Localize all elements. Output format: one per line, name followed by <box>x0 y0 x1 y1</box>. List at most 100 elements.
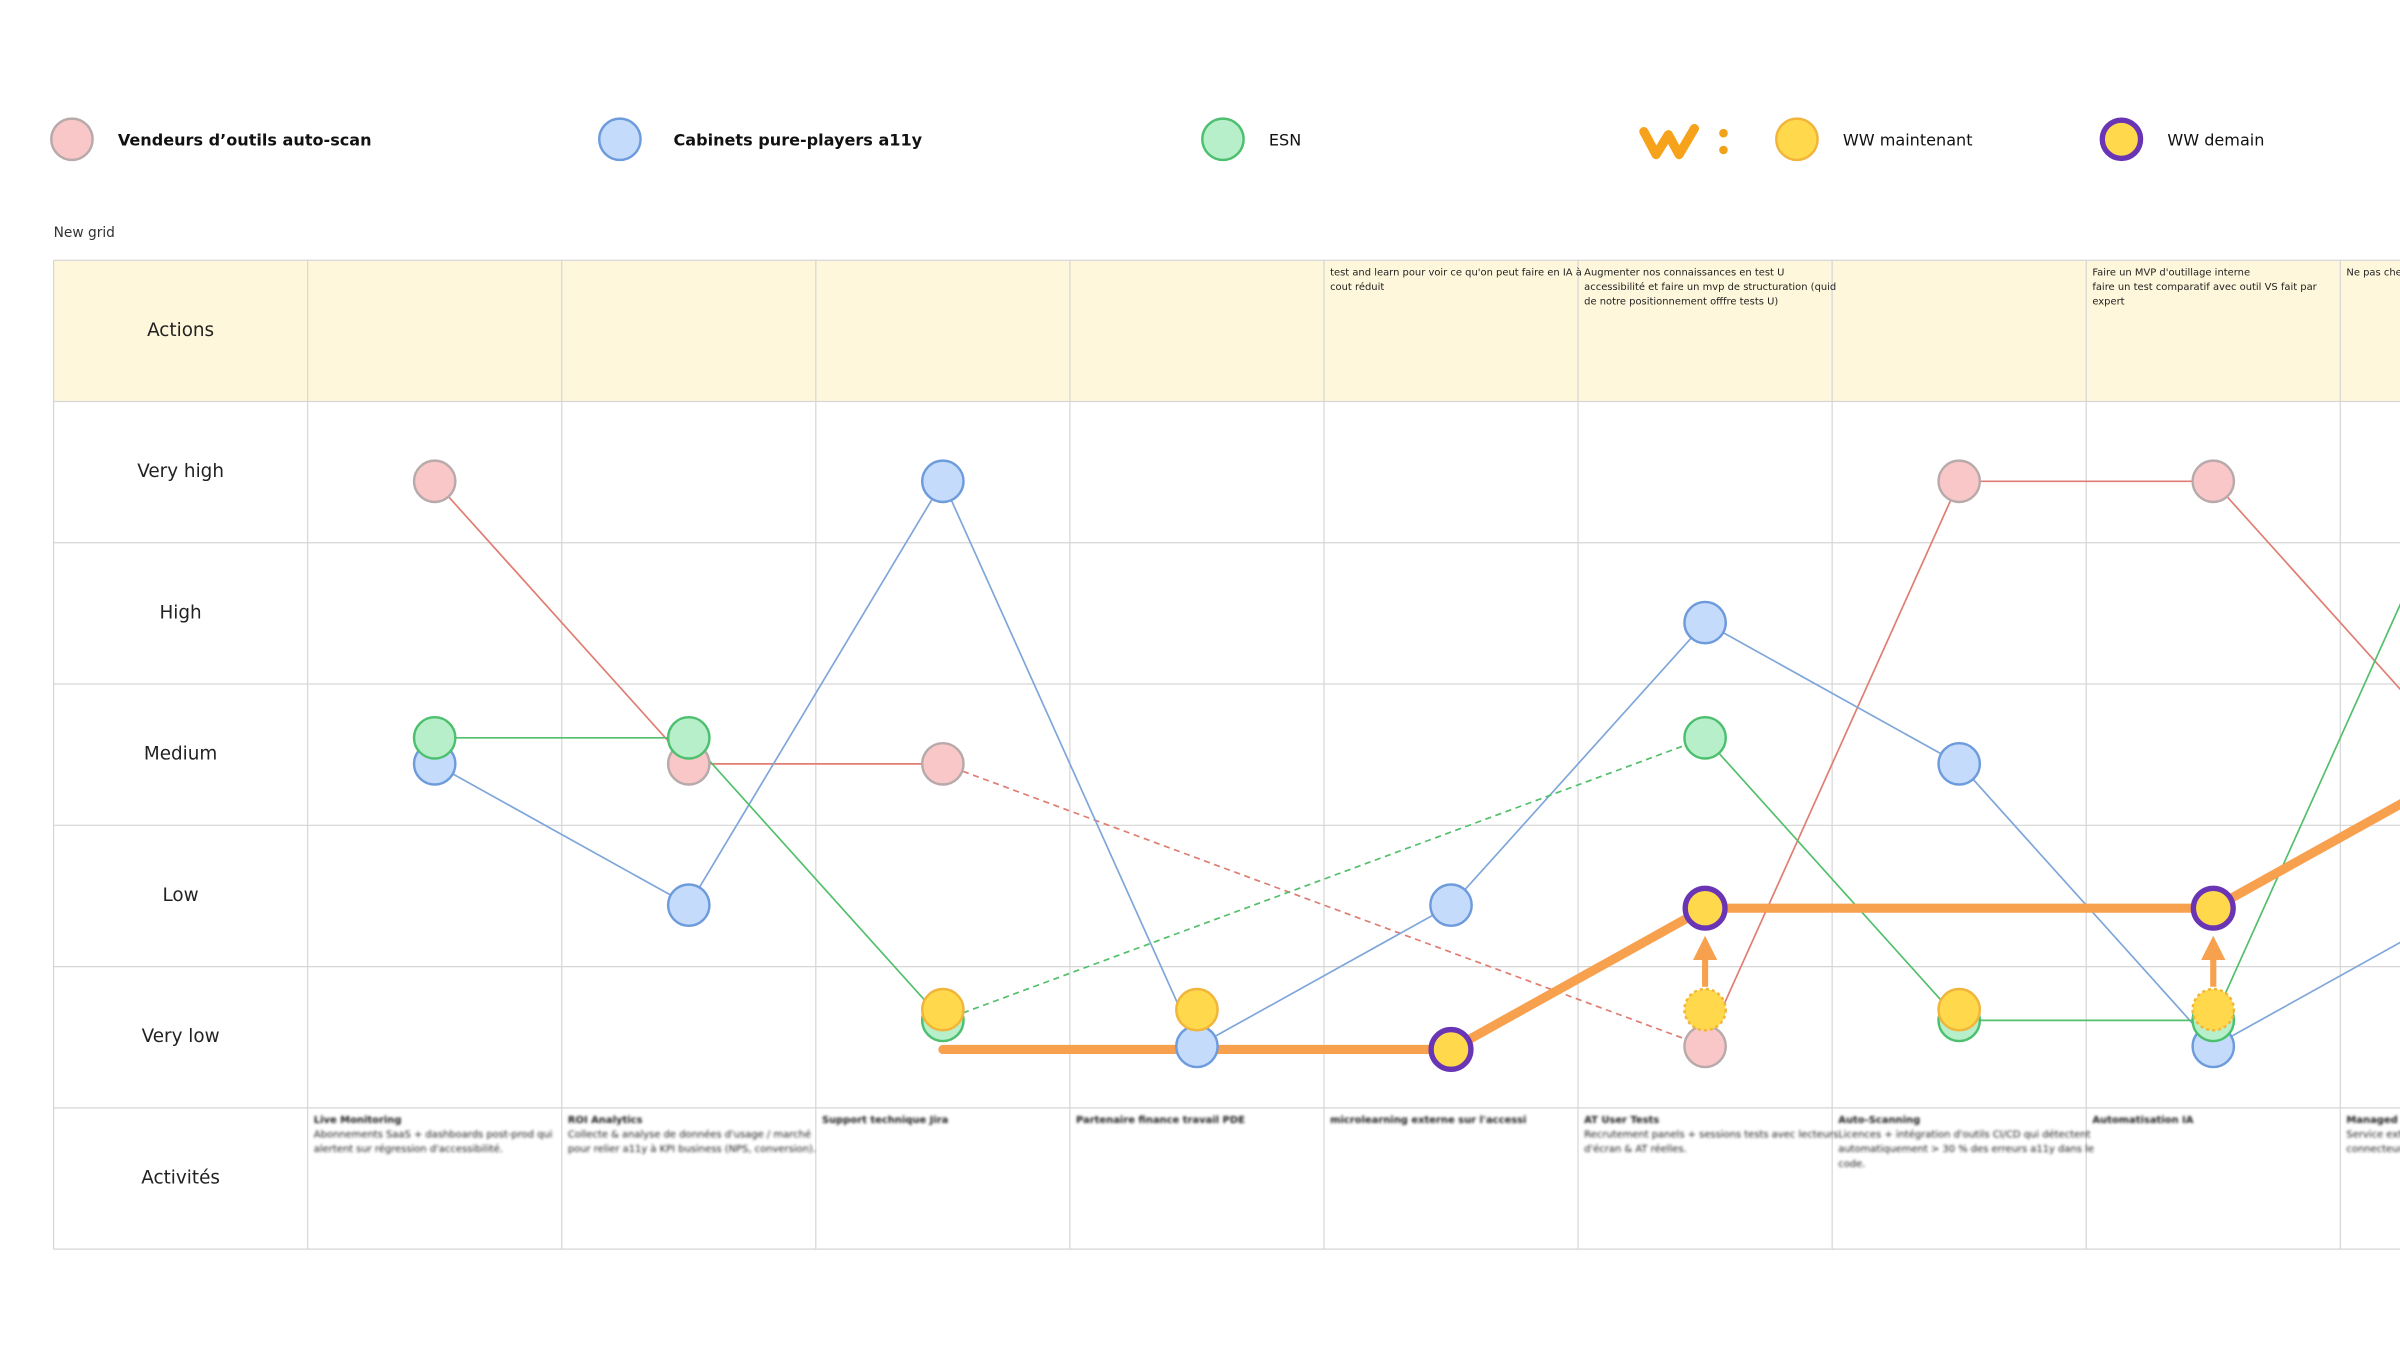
grid: Actions Very high High Medium Low Very low Act… <box>52 259 2400 1250</box>
activity-title: Managed <box>2346 1115 2397 1126</box>
activity-title: microlearning externe sur l'accessi <box>1330 1115 1526 1126</box>
action-text: cout réduit <box>1330 281 1384 293</box>
level-dot <box>2191 459 2236 504</box>
level-dot <box>1683 600 1727 645</box>
series-line <box>942 737 1706 1022</box>
activity-text: pour relier a11y à KPI business (NPS, co… <box>568 1143 816 1155</box>
legend-dot <box>2099 117 2144 162</box>
grid-title: New grid <box>54 225 115 241</box>
lines <box>434 480 2400 1055</box>
level-dot <box>1175 987 1219 1032</box>
legend-label: WW maintenant <box>1843 130 1973 149</box>
series-line <box>434 763 690 906</box>
activity-text: Licences + intégration d'outils CI/CD qu… <box>1838 1129 2090 1141</box>
legend-label: Vendeurs d’outils auto-scan <box>118 130 372 149</box>
level-dot <box>666 883 711 928</box>
level-dot <box>1175 1024 1219 1069</box>
series-line <box>942 763 1706 1048</box>
series-line <box>688 737 944 1021</box>
activity-text: code. <box>1838 1159 1865 1170</box>
legend: Vendeurs d’outils auto-scan Cabinets pure… <box>50 117 2264 162</box>
ww-trajectory <box>938 799 2400 1055</box>
level-dot <box>1429 883 1473 928</box>
row-label: Low <box>163 885 199 906</box>
level-dot <box>1683 987 1727 1032</box>
level-dot <box>1937 459 1982 504</box>
series-line <box>1704 480 1960 1047</box>
series-line <box>1196 904 1452 1048</box>
activity-card: ROI Analytics Collecte & analyse de donné… <box>568 1115 816 1155</box>
level-dot <box>412 715 457 760</box>
level-dot <box>2191 987 2236 1032</box>
level-dot <box>1937 741 1982 786</box>
legend-dot <box>1775 117 1819 162</box>
dots <box>412 459 2236 1073</box>
level-dot <box>412 459 457 504</box>
row-label: Actions <box>147 320 214 341</box>
legend-label: Cabinets pure-players a11y <box>673 130 922 149</box>
activity-card: Automatisation IA <box>2092 1115 2193 1126</box>
series-line <box>1704 621 1960 765</box>
activity-text: connecteurs <box>2346 1144 2400 1155</box>
level-dot <box>1683 1024 1727 1069</box>
action-text: faire un test comparatif avec outil VS f… <box>2092 282 2317 293</box>
activity-text: d'écran & AT réelles. <box>1584 1143 1686 1155</box>
activity-text: Service ext <box>2346 1130 2400 1141</box>
series-line <box>688 480 944 906</box>
row-label: Very high <box>137 461 224 482</box>
level-dot <box>920 459 965 504</box>
row-label: Medium <box>144 744 217 765</box>
level-dot <box>2190 885 2236 931</box>
activity-text: alertent sur régression d'accessibilité. <box>314 1143 503 1155</box>
level-dot <box>920 741 965 786</box>
activity-text: Recrutement panels + sessions tests avec… <box>1584 1130 1838 1141</box>
action-text: Faire un MVP d'outillage interne <box>2092 268 2250 279</box>
row-label: Very low <box>142 1026 220 1047</box>
activity-card: Auto-Scanning Licences + intégration d'ou… <box>1838 1115 2094 1170</box>
activity-text: Collecte & analyse de données d'usage / … <box>568 1129 811 1141</box>
level-dot <box>666 715 711 760</box>
series-line <box>434 480 690 765</box>
activity-card: Support technique Jira <box>822 1115 948 1126</box>
activity-title: ROI Analytics <box>568 1115 643 1126</box>
row-label: Activités <box>141 1167 220 1188</box>
activity-card: AT User Tests Recrutement panels + sessio… <box>1584 1115 1838 1155</box>
level-dot <box>1682 885 1728 931</box>
activity-card: Live Monitoring Abonnements SaaS + dashbo… <box>314 1115 553 1155</box>
level-dot <box>1683 715 1727 760</box>
legend-label: WW demain <box>2167 130 2264 149</box>
series-line <box>2212 603 2400 1021</box>
activity-title: AT User Tests <box>1584 1115 1659 1126</box>
action-text: test and learn pour voir ce qu'on peut f… <box>1330 267 1582 279</box>
activity-title: Live Monitoring <box>314 1115 402 1126</box>
activity-title: Support technique Jira <box>822 1115 948 1126</box>
series-line <box>2212 480 2400 691</box>
series-line <box>2212 941 2400 1048</box>
activity-title: Automatisation IA <box>2092 1115 2193 1126</box>
activity-card: Managed Service ext connecteurs <box>2346 1115 2400 1155</box>
action-text: expert <box>2092 297 2124 308</box>
activity-card: Partenaire finance travail PDE <box>1076 1115 1245 1126</box>
activity-text: automatiquement > 30 % des erreurs a11y … <box>1838 1144 2094 1155</box>
action-text: Ne pas cher <box>2346 268 2400 279</box>
action-text: accessibilité et faire un mvp de structu… <box>1584 281 1836 293</box>
level-dot <box>1937 987 1982 1032</box>
ww-logo <box>1639 123 1728 160</box>
activity-card: microlearning externe sur l'accessi <box>1330 1115 1526 1126</box>
legend-dot <box>50 117 94 162</box>
activity-title: Partenaire finance travail PDE <box>1076 1115 1245 1126</box>
legend-dot <box>598 117 642 162</box>
legend-dot <box>1201 117 1245 162</box>
activity-text: Abonnements SaaS + dashboards post-prod … <box>314 1130 553 1141</box>
series-line <box>1450 622 1706 906</box>
level-dot <box>1428 1026 1474 1073</box>
activity-title: Auto-Scanning <box>1838 1115 1920 1126</box>
action-text: de notre positionnement offfre tests U) <box>1584 297 1778 308</box>
series-line <box>1704 737 1960 1021</box>
actions-band <box>53 260 2400 402</box>
row-label: High <box>160 602 202 623</box>
action-text: Augmenter nos connaissances en test U <box>1584 268 1784 279</box>
series-line <box>942 480 1198 1047</box>
